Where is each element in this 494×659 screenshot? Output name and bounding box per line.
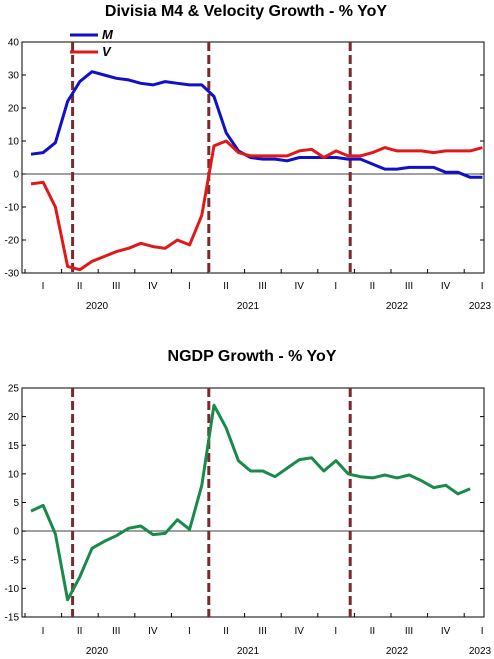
x-tick-label: III (405, 281, 413, 292)
x-tick-label: IV (148, 626, 158, 637)
series-line-v (30, 139, 483, 272)
chart-title-ngdp: NGDP Growth - % YoY (168, 348, 337, 365)
plot-frame (21, 387, 485, 618)
legend-label-m: M (102, 27, 114, 42)
x-tick-label: II (223, 626, 229, 637)
event-lines (71, 388, 352, 617)
y-tick-label: 20 (8, 104, 20, 115)
x-tick-label: I (334, 626, 337, 637)
y-tick-label: 15 (8, 441, 20, 452)
y-tick-label: -15 (5, 613, 20, 624)
x-tick-label: II (77, 626, 83, 637)
x-tick-label: III (112, 281, 120, 292)
y-tick-label: 30 (8, 71, 20, 82)
x-tick-label: III (112, 626, 120, 637)
y-tick-label: 40 (8, 38, 20, 49)
x-tick-label: III (405, 626, 413, 637)
x-year-label: 2023 (469, 301, 492, 312)
x-tick-label: I (42, 281, 45, 292)
x-tick-label: IV (294, 281, 304, 292)
legend-label-v: V (102, 44, 112, 59)
x-year-label: 2022 (386, 301, 409, 312)
plot-frame (21, 41, 485, 274)
x-year-label: 2021 (237, 301, 260, 312)
y-tick-label: 10 (8, 469, 20, 480)
x-tick-label: III (258, 626, 266, 637)
x-tick-label: I (42, 626, 45, 637)
x-tick-label: I (481, 626, 484, 637)
y-tick-label: -10 (5, 584, 20, 595)
x-tick-label: I (481, 281, 484, 292)
y-tick-label: -5 (10, 555, 19, 566)
legend: M V (70, 27, 114, 59)
x-year-label: 2021 (237, 646, 260, 657)
x-year-label: 2020 (86, 646, 109, 657)
ngdp-chart: NGDP Growth - % YoY -15 -10 -5 0 5 10 15 20 25 I… (5, 348, 492, 657)
series-line-ngdp (30, 403, 471, 602)
y-tick-label: 25 (8, 384, 20, 395)
series-lines (30, 403, 471, 602)
x-year-label: 2020 (86, 301, 109, 312)
y-tick-label: 0 (13, 527, 19, 538)
y-tick-label: -30 (5, 269, 20, 280)
x-tick-label: IV (441, 626, 451, 637)
x-tick-label: II (370, 281, 376, 292)
y-tick-label: 10 (8, 137, 20, 148)
x-tick-label: II (370, 626, 376, 637)
x-year-label: 2023 (469, 646, 492, 657)
chart-title-m4-velocity: Divisia M4 & Velocity Growth - % YoY (105, 3, 387, 20)
x-tick-label: IV (148, 281, 158, 292)
x-tick-label: II (77, 281, 83, 292)
y-axis: -30 -20 -10 0 10 20 30 40 (5, 38, 484, 280)
x-tick-label: I (188, 626, 191, 637)
y-axis: -15 -10 -5 0 5 10 15 20 25 (5, 384, 484, 624)
x-tick-label: IV (441, 281, 451, 292)
y-tick-label: 5 (13, 498, 19, 509)
x-tick-label: I (334, 281, 337, 292)
x-tick-label: III (258, 281, 266, 292)
y-tick-label: -10 (5, 203, 20, 214)
series-lines (30, 70, 483, 272)
x-tick-label: II (223, 281, 229, 292)
y-tick-label: 0 (13, 170, 19, 181)
m4-velocity-chart: Divisia M4 & Velocity Growth - % YoY -30… (5, 3, 492, 312)
x-tick-label: IV (294, 626, 304, 637)
x-tick-label: I (188, 281, 191, 292)
y-tick-label: -20 (5, 236, 20, 247)
x-year-label: 2022 (386, 646, 409, 657)
y-tick-label: 20 (8, 412, 20, 423)
series-line-m (30, 70, 483, 179)
